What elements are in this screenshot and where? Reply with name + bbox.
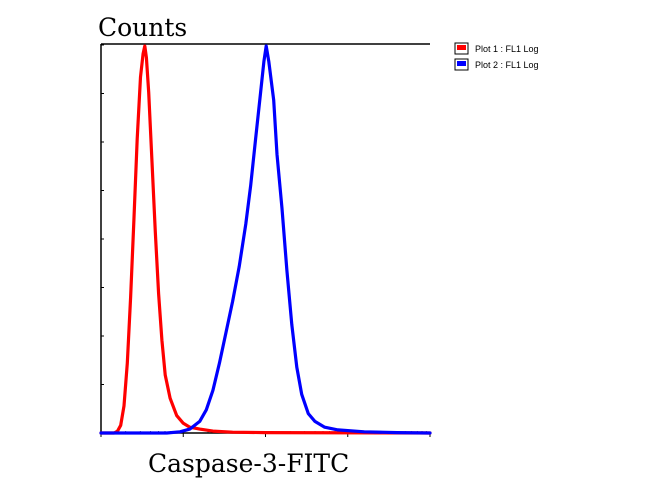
series-line-plot-2 — [99, 44, 432, 435]
legend-item-plot-2: Plot 2 : FL1 Log — [454, 58, 539, 71]
x-axis-label: Caspase-3-FITC — [148, 449, 349, 478]
legend-swatch-color-plot-2 — [457, 61, 466, 66]
legend: Plot 1 : FL1 Log Plot 2 : FL1 Log — [454, 42, 539, 71]
series-line-plot-1 — [99, 44, 432, 435]
legend-item-plot-1: Plot 1 : FL1 Log — [454, 42, 539, 55]
series-group — [99, 44, 432, 435]
legend-label-plot-2: Plot 2 : FL1 Log — [475, 60, 539, 70]
chart-title: Counts — [98, 13, 187, 42]
legend-label-plot-1: Plot 1 : FL1 Log — [475, 44, 539, 54]
legend-swatch-color-plot-1 — [457, 45, 466, 50]
